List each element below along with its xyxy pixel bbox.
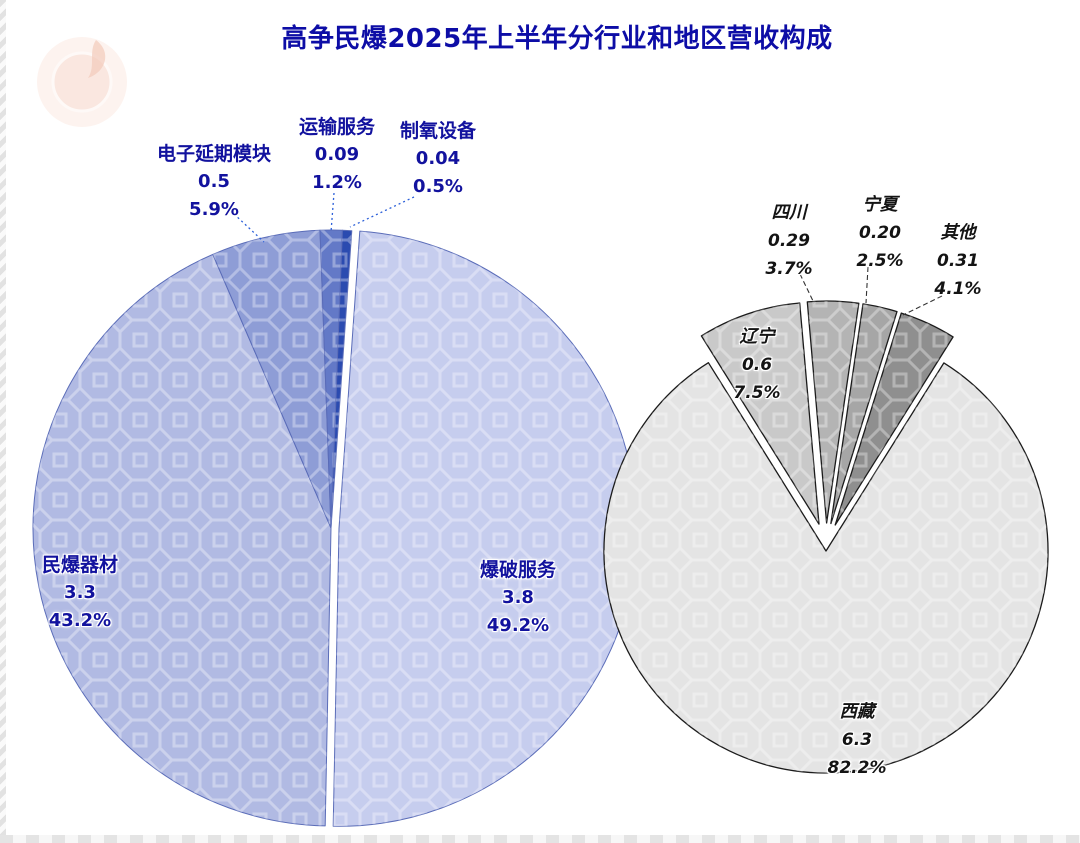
slice-pct-text: 1.2% bbox=[312, 172, 362, 193]
slice-label-text: 西藏 bbox=[839, 702, 875, 722]
label-leader-line-0 bbox=[233, 213, 265, 243]
label-sichuan: 四川 0.29 3.7% bbox=[765, 199, 812, 283]
slice-value-text: 0.09 bbox=[314, 144, 360, 165]
slice-transport-service-pattern-overlay bbox=[320, 229, 343, 528]
slice-pct-text: 7.5% bbox=[733, 383, 781, 403]
label-transport-service: 运输服务 0.09 1.2% bbox=[299, 113, 375, 197]
slice-value-text: 3.8 bbox=[502, 587, 534, 608]
slice-sichuan-pattern-overlay bbox=[807, 301, 859, 523]
label-explosives-equipment: 民爆器材 3.3 43.2% bbox=[42, 551, 118, 635]
label-leader-line-2 bbox=[349, 196, 415, 228]
label-other-region: 其他 0.31 4.1% bbox=[934, 219, 981, 303]
slice-label-text: 爆破服务 bbox=[479, 559, 557, 581]
slice-pct-text: 0.5% bbox=[413, 176, 463, 197]
slice-value-text: 0.31 bbox=[937, 251, 979, 271]
slice-pct-text: 82.2% bbox=[827, 758, 887, 778]
slice-liaoning-pattern-overlay bbox=[701, 303, 819, 525]
slice-pct-text: 5.9% bbox=[189, 199, 239, 220]
slice-value-text: 3.3 bbox=[64, 582, 96, 603]
slice-oxygen-equipment-pattern-overlay bbox=[331, 230, 352, 528]
slice-label-text: 制氧设备 bbox=[399, 120, 477, 142]
watermark-flame-icon bbox=[88, 40, 106, 78]
slice-tibet-pattern-overlay bbox=[603, 362, 1048, 773]
label-leader-line-3 bbox=[799, 273, 815, 304]
label-leader-line-4 bbox=[865, 266, 869, 304]
slice-other-region-pattern-overlay bbox=[835, 313, 954, 525]
label-blasting-service: 爆破服务 3.8 49.2% bbox=[480, 556, 556, 640]
slice-value-text: 0.20 bbox=[859, 223, 901, 243]
bottom-edge-pattern-strip bbox=[0, 835, 1080, 843]
slice-explosives-equipment-pattern-overlay bbox=[32, 254, 332, 826]
slice-pct-text: 49.2% bbox=[486, 615, 550, 636]
slice-label-text: 民爆器材 bbox=[41, 554, 119, 576]
slice-pct-text: 2.5% bbox=[856, 251, 904, 271]
label-leader-line-5 bbox=[902, 295, 943, 316]
slice-value-text: 0.04 bbox=[415, 148, 461, 169]
label-ningxia: 宁夏 0.20 2.5% bbox=[856, 191, 903, 275]
label-liaoning: 辽宁 0.6 7.5% bbox=[733, 323, 780, 407]
slice-value-text: 0.6 bbox=[741, 355, 773, 375]
watermark-logo bbox=[37, 37, 127, 127]
slice-label-text: 辽宁 bbox=[739, 327, 775, 347]
label-tibet: 西藏 6.3 82.2% bbox=[828, 698, 887, 782]
slice-electronic-delay-module-pattern-overlay bbox=[212, 230, 331, 528]
slice-value-text: 6.3 bbox=[841, 730, 873, 750]
page-title: 高争民爆2025年上半年分行业和地区营收构成 bbox=[281, 24, 833, 54]
slice-ningxia-pattern-overlay bbox=[830, 303, 897, 524]
slice-pct-text: 43.2% bbox=[48, 610, 112, 631]
label-electronic-delay-module: 电子延期模块 0.5 5.9% bbox=[157, 140, 271, 224]
slice-blasting-service-pattern-overlay bbox=[333, 231, 637, 827]
slice-label-text: 宁夏 bbox=[862, 195, 898, 215]
label-oxygen-equipment: 制氧设备 0.04 0.5% bbox=[400, 117, 476, 201]
slice-pct-text: 3.7% bbox=[765, 259, 813, 279]
label-leader-line-1 bbox=[330, 192, 335, 233]
slice-value-text: 0.5 bbox=[198, 171, 230, 192]
slice-label-text: 四川 bbox=[771, 203, 807, 223]
slice-label-text: 运输服务 bbox=[298, 116, 376, 138]
slice-label-text: 电子延期模块 bbox=[156, 143, 272, 165]
slice-pct-text: 4.1% bbox=[934, 279, 982, 299]
left-edge-pattern-strip bbox=[0, 0, 6, 843]
slice-value-text: 0.29 bbox=[768, 231, 810, 251]
slice-label-text: 其他 bbox=[940, 223, 976, 243]
